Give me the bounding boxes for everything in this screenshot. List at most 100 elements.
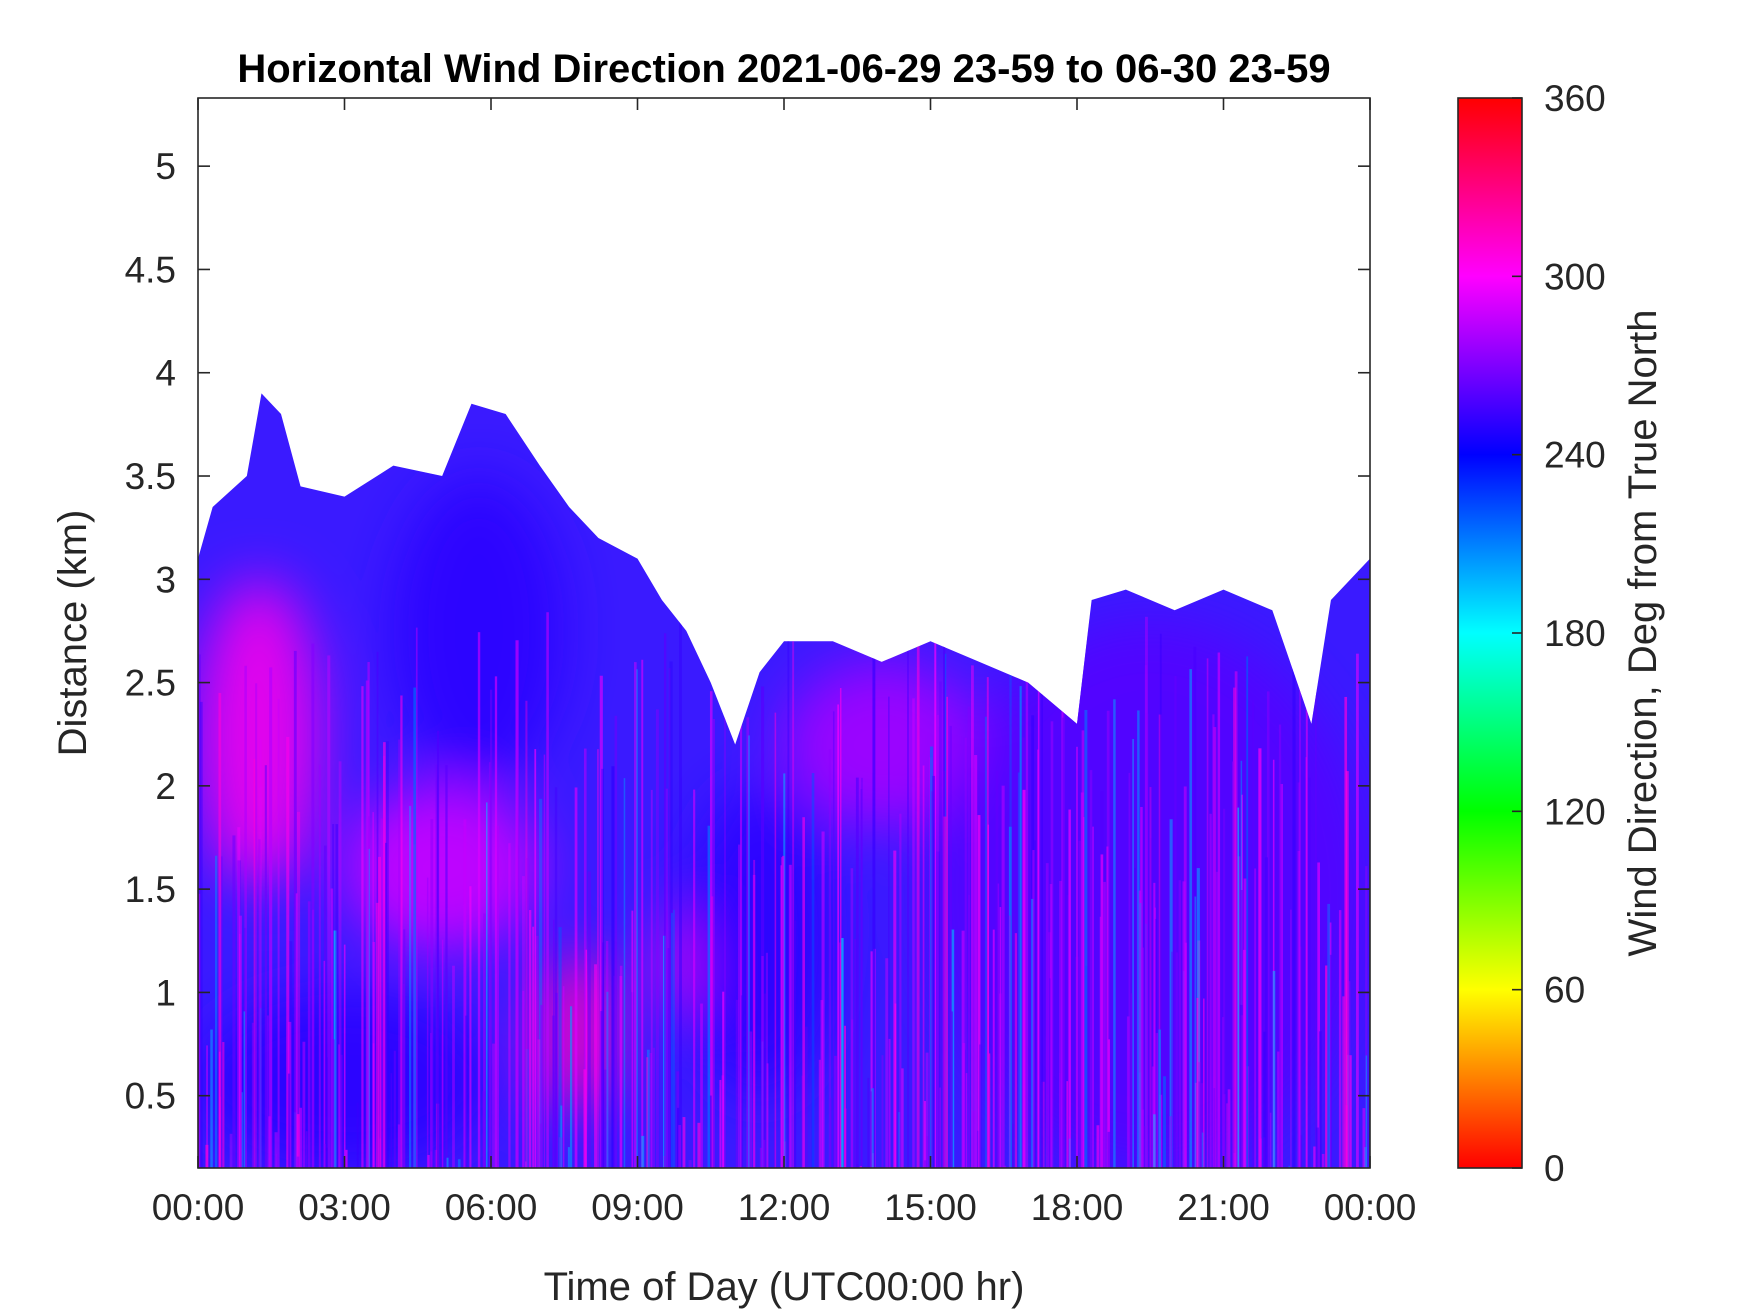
heatmap-stripe <box>946 696 948 1168</box>
heatmap-stripe <box>560 1105 563 1168</box>
heatmap-stripe <box>1226 1103 1228 1168</box>
heatmap-stripe <box>266 1015 269 1168</box>
heatmap-stripe <box>832 711 835 1168</box>
x-tick-label: 00:00 <box>1324 1187 1417 1228</box>
heatmap-stripe <box>1030 898 1034 1168</box>
heatmap-stripe <box>1100 854 1104 1168</box>
heatmap-stripe <box>1092 826 1094 1168</box>
heatmap-stripe <box>1299 946 1302 1168</box>
heatmap-stripe <box>587 871 591 1168</box>
heatmap-stripe <box>210 1029 213 1168</box>
heatmap-stripe <box>936 851 940 1168</box>
heatmap-stripe <box>611 766 615 1168</box>
heatmap-stripe <box>939 681 942 1168</box>
heatmap-stripe <box>673 909 675 1168</box>
heatmap-stripe <box>1279 784 1283 1168</box>
heatmap-stripe <box>939 1087 941 1168</box>
x-axis-label: Time of Day (UTC00:00 hr) <box>544 1265 1025 1309</box>
heatmap-stripe <box>562 986 565 1168</box>
heatmap-stripe <box>1059 880 1062 1168</box>
heatmap-stripe <box>489 689 493 1168</box>
heatmap-stripe <box>603 1069 607 1168</box>
x-axis: 00:00 03:00 06:00 09:00 12:00 15:00 18:00 21:00… <box>152 98 1417 1228</box>
heatmap-stripe <box>749 1031 753 1168</box>
heatmap-stripe <box>802 817 805 1168</box>
heatmap-stripe <box>1175 952 1178 1168</box>
heatmap-stripe <box>206 1045 208 1168</box>
colorbar-tick-label: 300 <box>1544 256 1606 297</box>
heatmap-stripe <box>961 930 965 1168</box>
heatmap-stripe <box>1145 923 1147 1168</box>
heatmap-stripe <box>893 850 897 1168</box>
heatmap-stripe <box>606 991 609 1168</box>
heatmap-stripe <box>774 712 777 1168</box>
heatmap-stripe <box>594 964 597 1168</box>
heatmap-stripe <box>508 843 511 1168</box>
heatmap-stripe <box>1305 695 1308 1168</box>
heatmap-stripe <box>711 896 714 1168</box>
heatmap-stripe <box>1140 947 1144 1168</box>
heatmap-stripe <box>368 816 371 1168</box>
heatmap-stripe <box>1297 851 1301 1168</box>
heatmap-stripe <box>483 913 486 1168</box>
x-tick-label: 12:00 <box>738 1187 831 1228</box>
heatmap-stripe <box>543 754 546 1168</box>
heatmap-stripe <box>1269 1112 1272 1168</box>
heatmap-stripe <box>244 665 247 1168</box>
heatmap-stripe <box>1138 890 1141 1168</box>
heatmap-stripe <box>268 1116 271 1168</box>
heatmap-stripe <box>1217 652 1221 1168</box>
heatmap-stripe <box>205 1144 209 1168</box>
y-tick-label: 4 <box>155 353 176 394</box>
heatmap-stripe <box>326 1057 328 1168</box>
heatmap-stripe <box>976 1130 979 1168</box>
heatmap-stripe <box>327 655 331 1168</box>
heatmap-stripe <box>1308 777 1311 1168</box>
heatmap-stripe <box>1263 1031 1267 1168</box>
heatmap-area <box>198 393 1370 1168</box>
heatmap-stripe <box>525 700 528 1168</box>
heatmap-stripe <box>1082 817 1085 1168</box>
heatmap-stripe <box>441 939 444 1168</box>
heatmap-stripe <box>398 739 401 1168</box>
heatmap-stripe <box>1068 1138 1071 1168</box>
heatmap-stripe <box>1145 616 1148 1168</box>
heatmap-stripe <box>926 1136 929 1168</box>
heatmap-stripe <box>1254 868 1257 1168</box>
heatmap-stripe <box>722 991 725 1168</box>
heatmap-stripe <box>972 1111 976 1168</box>
heatmap-stripe <box>1209 813 1212 1168</box>
heatmap-stripe <box>872 639 876 1168</box>
heatmap-stripe <box>870 951 873 1168</box>
heatmap-stripe <box>436 730 440 1168</box>
direction-region-3 <box>393 476 565 786</box>
heatmap-stripe <box>1317 862 1320 1168</box>
heatmap-stripe <box>1130 993 1133 1168</box>
heatmap-stripe <box>804 1026 808 1168</box>
heatmap-stripe <box>393 1050 396 1168</box>
heatmap-stripe <box>1158 1029 1161 1168</box>
heatmap-stripe <box>998 993 1002 1168</box>
heatmap-stripe <box>841 938 844 1168</box>
heatmap-stripe <box>199 701 203 1168</box>
heatmap-stripe <box>850 1019 854 1168</box>
heatmap-stripe <box>1171 951 1173 1168</box>
heatmap-stripe <box>671 912 673 1168</box>
heatmap-stripe <box>881 1055 884 1168</box>
heatmap-stripe <box>385 741 389 1168</box>
heatmap-stripe <box>1288 1165 1291 1168</box>
heatmap-stripe <box>218 692 222 1168</box>
heatmap-stripe <box>539 798 543 1168</box>
heatmap-stripe <box>435 764 439 1168</box>
heatmap-stripe <box>361 686 364 1168</box>
heatmap-stripe <box>995 770 999 1168</box>
heatmap-stripe <box>1313 1146 1317 1168</box>
heatmap-stripe <box>676 1107 680 1168</box>
heatmap-stripe <box>1345 771 1349 1168</box>
x-tick-label: 09:00 <box>591 1187 684 1228</box>
heatmap-stripe <box>984 716 988 1168</box>
heatmap-stripe <box>1278 724 1282 1168</box>
heatmap-stripe <box>378 856 382 1168</box>
heatmap-stripe <box>1080 792 1084 1168</box>
